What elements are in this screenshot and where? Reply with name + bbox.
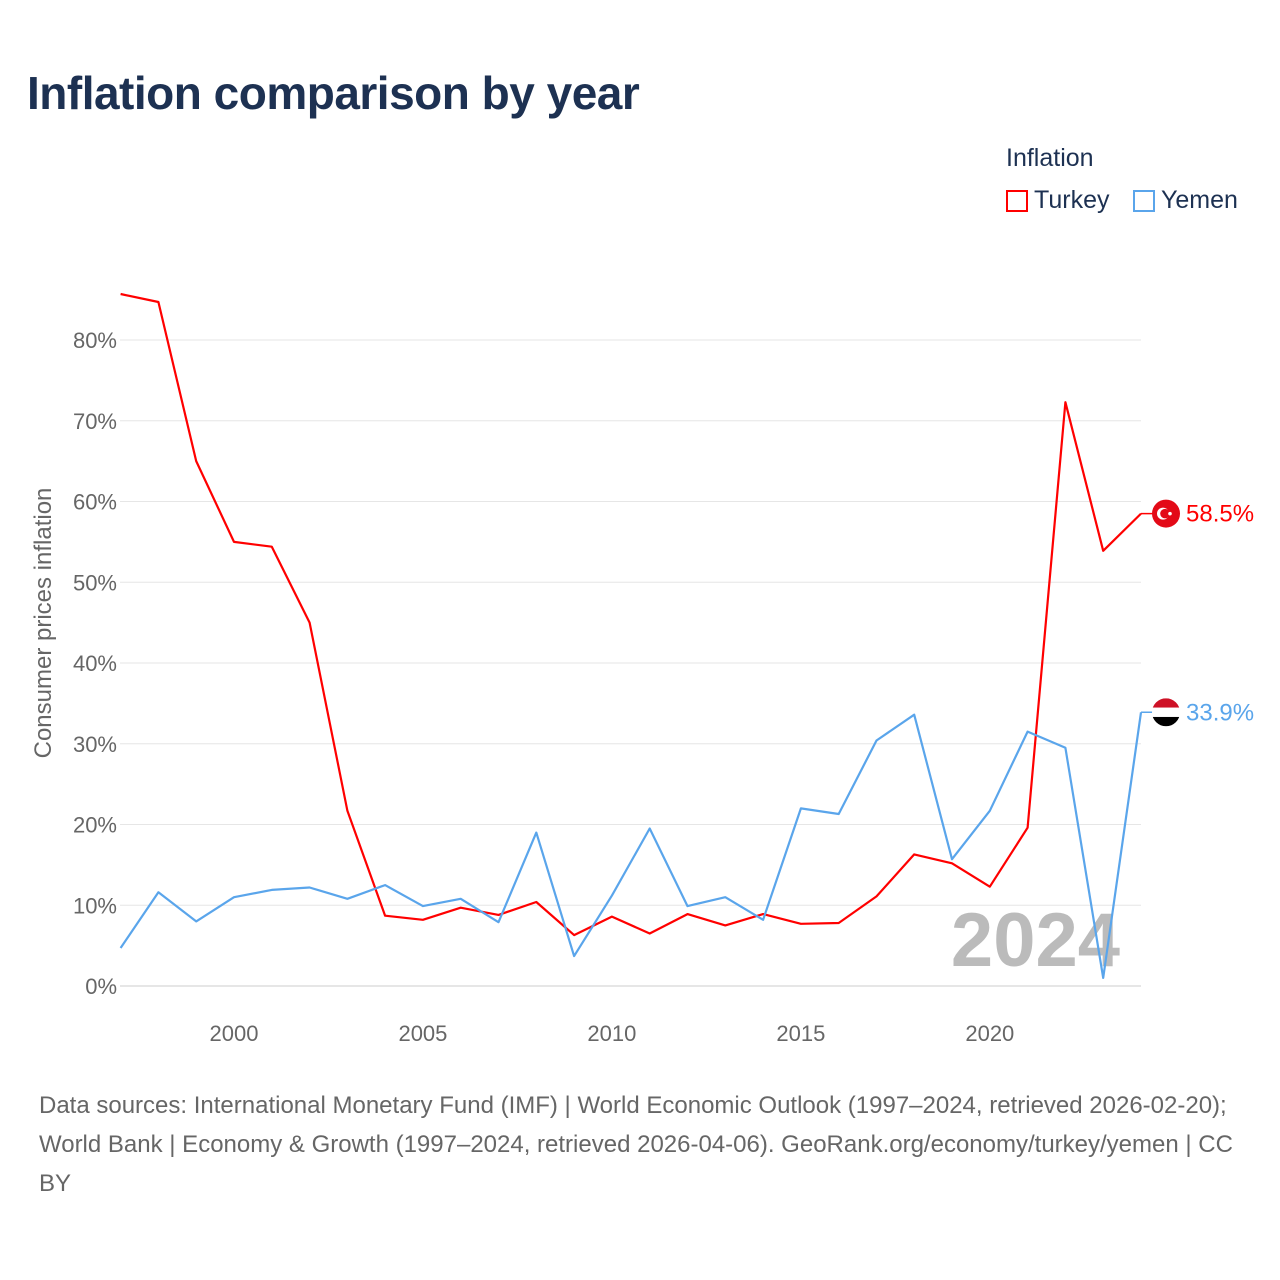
legend-label: Turkey [1034, 186, 1110, 214]
y-tick-label: 0% [85, 974, 117, 999]
legend-label: Yemen [1161, 186, 1238, 214]
y-tick-label: 70% [73, 409, 117, 434]
y-tick-label: 40% [73, 651, 117, 676]
series-line-yemen [119, 712, 1143, 980]
source-note: Data sources: International Monetary Fun… [39, 1092, 1233, 1197]
legend-item-turkey[interactable]: Turkey [1006, 186, 1109, 215]
y-tick-label: 60% [73, 490, 117, 515]
y-tick-label: 10% [73, 893, 117, 918]
flag-icon-yemen [1152, 698, 1180, 727]
year-watermark: 2024 [951, 898, 1120, 983]
end-label-yemen: 33.9% [1186, 699, 1254, 726]
y-tick-label: 20% [73, 813, 117, 838]
x-tick-label: 2020 [965, 1021, 1014, 1046]
x-tick-label: 2005 [398, 1021, 447, 1046]
y-axis-label: Consumer prices inflation [30, 488, 57, 759]
y-tick-label: 30% [73, 732, 117, 757]
flag-icon-turkey [1152, 499, 1180, 528]
y-tick-label: 80% [73, 328, 117, 353]
legend-title: Inflation [1006, 144, 1094, 172]
x-tick-label: 2015 [776, 1021, 825, 1046]
x-tick-label: 2010 [587, 1021, 636, 1046]
end-label-turkey: 58.5% [1186, 501, 1254, 528]
series-line-turkey [120, 292, 1142, 937]
legend-swatch-turkey [1006, 189, 1028, 212]
chart-title: Inflation comparison by year [27, 67, 640, 119]
legend-item-yemen[interactable]: Yemen [1133, 186, 1238, 215]
legend-swatch-yemen [1133, 189, 1155, 212]
y-tick-label: 50% [73, 570, 117, 595]
x-tick-label: 2000 [210, 1021, 259, 1046]
